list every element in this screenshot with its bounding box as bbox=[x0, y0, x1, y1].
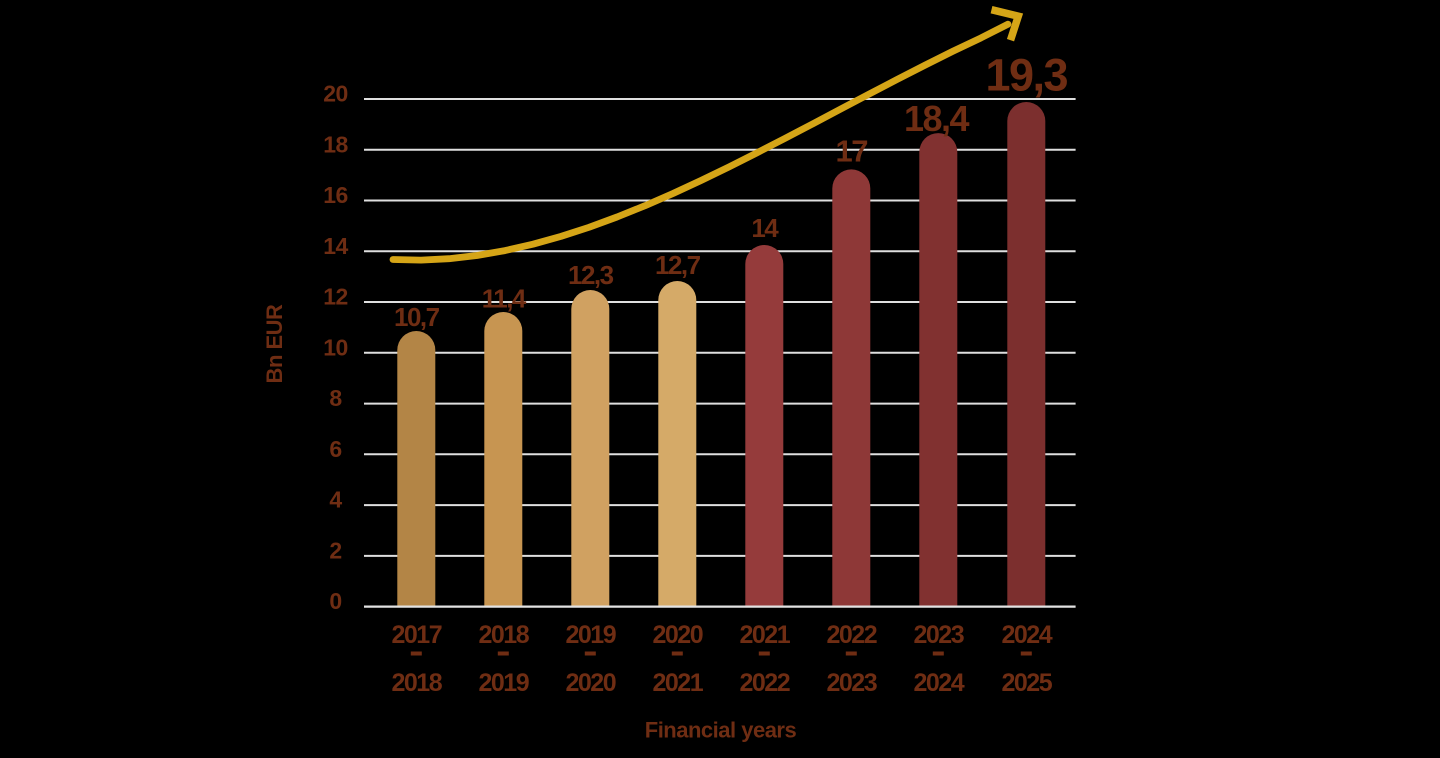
svg-text:10,7: 10,7 bbox=[394, 302, 440, 332]
svg-text:2018: 2018 bbox=[478, 621, 529, 649]
svg-text:20: 20 bbox=[323, 81, 348, 107]
svg-text:8: 8 bbox=[329, 385, 342, 411]
svg-text:6: 6 bbox=[329, 436, 341, 462]
svg-text:2022: 2022 bbox=[739, 669, 789, 697]
svg-text:Bn EUR: Bn EUR bbox=[262, 304, 287, 384]
svg-text:2021: 2021 bbox=[652, 669, 703, 697]
svg-text:19,3: 19,3 bbox=[986, 50, 1068, 101]
svg-text:4: 4 bbox=[329, 487, 342, 513]
svg-text:14: 14 bbox=[751, 213, 779, 243]
svg-text:2025: 2025 bbox=[1001, 669, 1052, 697]
svg-text:2021: 2021 bbox=[739, 621, 790, 649]
svg-text:2020: 2020 bbox=[565, 669, 615, 697]
svg-text:Financial years: Financial years bbox=[645, 717, 797, 742]
svg-text:12: 12 bbox=[323, 284, 348, 310]
svg-text:2017: 2017 bbox=[391, 621, 441, 649]
svg-text:2018: 2018 bbox=[391, 669, 442, 697]
svg-text:18,4: 18,4 bbox=[904, 98, 970, 139]
svg-text:2: 2 bbox=[329, 537, 341, 563]
svg-text:2019: 2019 bbox=[478, 669, 528, 697]
svg-text:12,7: 12,7 bbox=[655, 250, 701, 280]
svg-text:10: 10 bbox=[323, 334, 348, 360]
svg-text:2022: 2022 bbox=[826, 621, 876, 649]
svg-text:14: 14 bbox=[323, 233, 348, 259]
svg-text:12,3: 12,3 bbox=[568, 260, 614, 290]
svg-text:0: 0 bbox=[329, 588, 341, 614]
svg-text:17: 17 bbox=[836, 134, 868, 169]
svg-text:11,4: 11,4 bbox=[482, 284, 527, 314]
svg-text:2023: 2023 bbox=[826, 669, 876, 697]
svg-text:2023: 2023 bbox=[913, 621, 963, 649]
svg-text:2024: 2024 bbox=[913, 669, 964, 697]
svg-text:18: 18 bbox=[323, 131, 348, 157]
svg-text:16: 16 bbox=[323, 182, 348, 208]
svg-text:2020: 2020 bbox=[652, 621, 702, 649]
svg-text:2019: 2019 bbox=[565, 621, 615, 649]
svg-text:2024: 2024 bbox=[1001, 621, 1052, 649]
